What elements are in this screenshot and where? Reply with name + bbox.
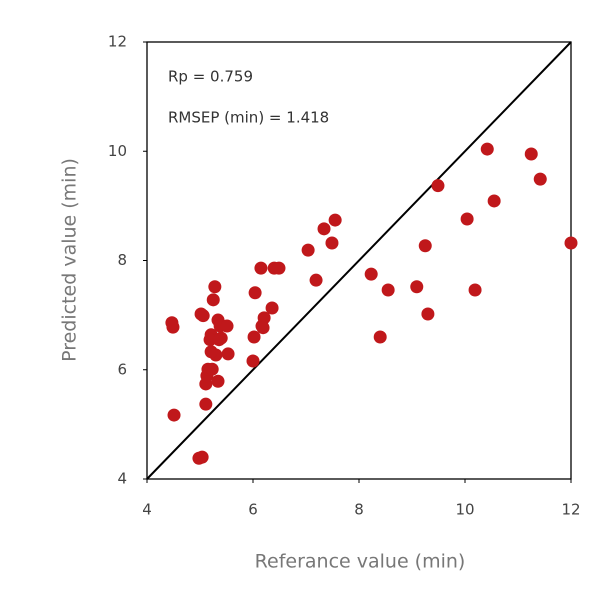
point bbox=[199, 398, 212, 411]
annotation: Rp = 0.759 bbox=[168, 68, 253, 86]
point bbox=[222, 347, 235, 360]
point bbox=[248, 330, 261, 343]
y-tick-label: 10 bbox=[108, 142, 127, 160]
point bbox=[208, 280, 221, 293]
point bbox=[302, 244, 315, 257]
x-tick-label: 10 bbox=[455, 501, 474, 519]
x-tick-label: 8 bbox=[354, 501, 364, 519]
point bbox=[488, 194, 501, 207]
point bbox=[469, 283, 482, 296]
point bbox=[221, 320, 234, 333]
annotation: RMSEP (min) = 1.418 bbox=[168, 109, 329, 127]
point bbox=[382, 283, 395, 296]
x-tick-label: 6 bbox=[248, 501, 258, 519]
point bbox=[213, 333, 226, 346]
y-tick-label: 12 bbox=[108, 33, 127, 51]
point bbox=[365, 268, 378, 281]
point bbox=[249, 286, 262, 299]
x-tick-label: 12 bbox=[561, 501, 580, 519]
chart: Rp = 0.759 RMSEP (min) = 1.418 Referance… bbox=[0, 0, 604, 616]
point bbox=[197, 309, 210, 322]
y-tick-label: 8 bbox=[117, 251, 127, 269]
point bbox=[461, 212, 474, 225]
point bbox=[257, 321, 270, 334]
point bbox=[318, 222, 331, 235]
point bbox=[205, 345, 218, 358]
x-tick-label: 4 bbox=[142, 501, 152, 519]
point bbox=[212, 375, 225, 388]
point bbox=[247, 355, 260, 368]
point bbox=[254, 262, 267, 275]
y-axis-title: Predicted value (min) bbox=[59, 158, 81, 362]
y-tick-label: 6 bbox=[117, 360, 127, 378]
x-axis-title: Referance value (min) bbox=[255, 551, 466, 573]
point bbox=[525, 147, 538, 160]
y-tick-label: 4 bbox=[117, 470, 127, 488]
point bbox=[419, 239, 432, 252]
point bbox=[374, 330, 387, 343]
point bbox=[329, 214, 342, 227]
point bbox=[207, 293, 220, 306]
point bbox=[565, 237, 578, 250]
point bbox=[168, 409, 181, 422]
point bbox=[410, 280, 423, 293]
point bbox=[266, 302, 279, 315]
point bbox=[272, 262, 285, 275]
point bbox=[165, 316, 178, 329]
point bbox=[196, 451, 209, 464]
point bbox=[534, 173, 547, 186]
point bbox=[310, 274, 323, 287]
point bbox=[325, 237, 338, 250]
point bbox=[431, 179, 444, 192]
point bbox=[481, 143, 494, 156]
point bbox=[206, 363, 219, 376]
point bbox=[421, 308, 434, 321]
